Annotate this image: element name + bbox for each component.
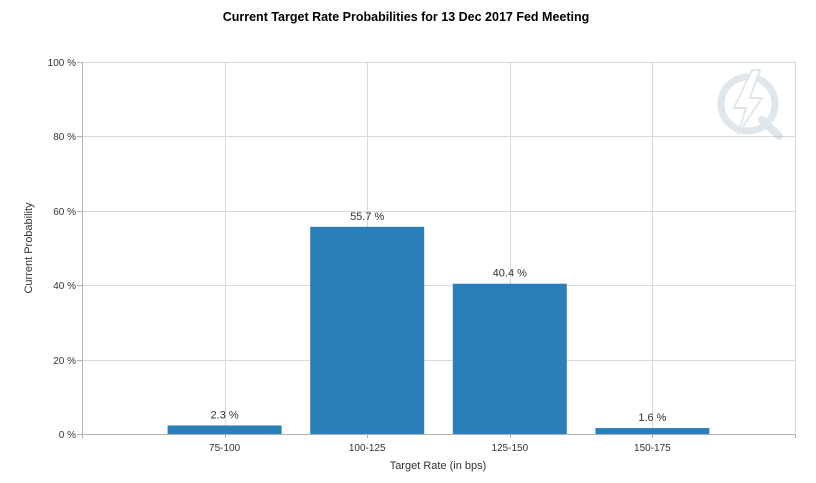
y-tick-label: 60 % xyxy=(53,207,76,218)
bar-value-label: 55.7 % xyxy=(350,211,384,223)
y-tick-label: 20 % xyxy=(53,356,76,367)
bar xyxy=(167,425,282,434)
y-tick-label: 80 % xyxy=(53,132,76,143)
x-tick-label: 75-100 xyxy=(209,443,241,454)
y-tick-label: 100 % xyxy=(48,58,76,69)
bar xyxy=(310,226,425,434)
chart-title: Current Target Rate Probabilities for 13… xyxy=(223,10,590,24)
bar-value-label: 40.4 % xyxy=(493,268,527,280)
bar-labels: 2.3 % 55.7 % 40.4 % 1.6 % xyxy=(211,211,667,424)
x-tick-label: 100-125 xyxy=(349,443,386,454)
bar xyxy=(452,283,567,434)
axes: 0 % 20 % 40 % 60 % 80 % 100 % 75-100 100-125 125… xyxy=(48,58,796,454)
bar xyxy=(595,428,710,434)
watermark-logo-icon xyxy=(717,69,783,140)
x-tick-label: 150-175 xyxy=(634,443,671,454)
y-tick-label: 0 % xyxy=(59,430,76,441)
bar-value-label: 1.6 % xyxy=(638,412,666,424)
grid xyxy=(82,62,796,435)
y-axis-label: Current Probability xyxy=(23,202,35,294)
x-tick-label: 125-150 xyxy=(491,443,528,454)
y-tick-label: 40 % xyxy=(53,281,76,292)
x-axis-label: Target Rate (in bps) xyxy=(390,460,487,472)
bars xyxy=(167,226,710,434)
bar-value-label: 2.3 % xyxy=(211,409,239,421)
